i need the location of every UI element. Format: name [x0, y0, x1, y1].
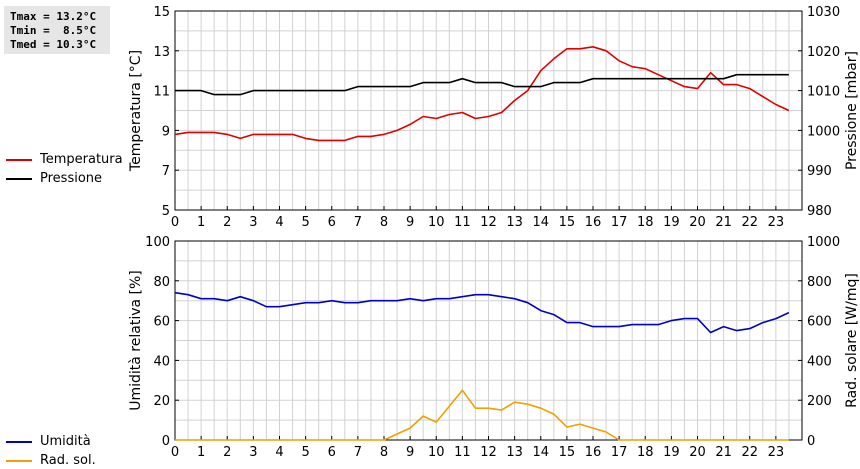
panel2-x-tick-label: 7 — [354, 445, 362, 460]
panel2-y-tick-label: 100 — [145, 235, 170, 250]
panel2-x-tick-label: 6 — [328, 445, 336, 460]
panel1-x-tick-label: 18 — [637, 215, 654, 230]
panel1-x-tick-label: 4 — [275, 215, 283, 230]
panel2-x-tick-label: 1 — [197, 445, 205, 460]
panel1-x-tick-label: 1 — [197, 215, 205, 230]
panel1-x-tick-label: 16 — [585, 215, 602, 230]
panel1-y2-tick-label: 1010 — [807, 85, 840, 100]
panel1-x-tick-label: 23 — [768, 215, 785, 230]
panel2-y-tick-label: 0 — [162, 434, 170, 449]
panel2-x-tick-label: 22 — [741, 445, 758, 460]
panel2-x-tick-label: 12 — [480, 445, 497, 460]
panel2-x-tick-label: 15 — [559, 445, 576, 460]
panel2-y-tick-label: 40 — [153, 354, 170, 369]
panel1-x-tick-label: 8 — [380, 215, 388, 230]
panel1-x-tick-label: 13 — [506, 215, 523, 230]
panel1-x-tick-label: 19 — [663, 215, 680, 230]
panel1-y2-tick-label: 990 — [807, 164, 832, 179]
panel1-y-tick-label: 11 — [153, 85, 170, 100]
panel1-x-tick-label: 2 — [223, 215, 231, 230]
panel2-y2-tick-label: 800 — [807, 275, 832, 290]
panel1-x-tick-label: 9 — [406, 215, 414, 230]
panel2-y-tick-label: 20 — [153, 394, 170, 409]
panel2-series-rad-sol-line — [175, 389, 789, 441]
legend-label-pressure: Pressione — [40, 171, 103, 186]
panel2-y-tick-label: 80 — [153, 275, 170, 290]
legend-swatch-temperature — [6, 159, 32, 161]
panel1-x-tick-label: 5 — [301, 215, 309, 230]
panel2-x-tick-label: 13 — [506, 445, 523, 460]
legend-label-temperature: Temperatura — [40, 152, 123, 167]
panel2-y2-tick-label: 600 — [807, 315, 832, 330]
panel2-x-tick-label: 4 — [275, 445, 283, 460]
panel1-ylabel: Temperatura [°C] — [128, 50, 144, 172]
panel2-x-tick-label: 14 — [532, 445, 549, 460]
legend-swatch-pressure — [6, 178, 32, 180]
panel1-x-tick-label: 11 — [454, 215, 471, 230]
panel1-x-tick-label: 7 — [354, 215, 362, 230]
panel2-x-tick-label: 16 — [585, 445, 602, 460]
panel1-y-tick-label: 7 — [162, 164, 170, 179]
stats-box: Tmax = 13.2°C Tmin = 8.5°C Tmed = 10.3°C — [4, 6, 110, 54]
panel2-x-tick-label: 10 — [428, 445, 445, 460]
panel1-x-tick-label: 20 — [689, 215, 706, 230]
panel2-x-tick-label: 11 — [454, 445, 471, 460]
panel2-ylabel: Umidità relativa [%] — [128, 270, 144, 411]
panel1-x-tick-label: 17 — [611, 215, 628, 230]
panel1-x-tick-label: 3 — [249, 215, 257, 230]
panel1-y-tick-label: 15 — [153, 5, 170, 20]
panel1-x-tick-label: 14 — [532, 215, 549, 230]
panel1-series-pressione-line — [175, 73, 789, 96]
legend-swatch-humidity — [6, 441, 32, 443]
panel2-x-tick-label: 21 — [715, 445, 732, 460]
panel1-x-tick-label: 22 — [741, 215, 758, 230]
panel1-x-tick-label: 15 — [559, 215, 576, 230]
panel2-x-tick-label: 2 — [223, 445, 231, 460]
panel1-y-tick-label: 13 — [153, 45, 170, 60]
panel2-y2-tick-label: 0 — [807, 434, 815, 449]
panel1-x-tick-label: 12 — [480, 215, 497, 230]
panel1-y2-tick-label: 1000 — [807, 124, 840, 139]
panel2-series-umidit-line — [174, 291, 790, 334]
panel1-x-tick-label: 0 — [171, 215, 179, 230]
panel1-y-tick-label: 9 — [162, 124, 170, 139]
panel2-x-tick-label: 0 — [171, 445, 179, 460]
panel2-x-tick-label: 5 — [301, 445, 309, 460]
panel2-y2-tick-label: 400 — [807, 354, 832, 369]
panel1-y2-tick-label: 1020 — [807, 45, 840, 60]
panel1-series-temperatura-line — [174, 45, 790, 142]
panel1-y2label: Pressione [mbar] — [844, 51, 860, 170]
panel2-y2label: Rad. solare [W/mq] — [844, 273, 860, 408]
panel2-y2-tick-label: 1000 — [807, 235, 840, 250]
panel2-x-tick-label: 23 — [768, 445, 785, 460]
tmed-label: Tmed = 10.3°C — [10, 38, 97, 51]
panel1-y-tick-label: 5 — [162, 204, 170, 219]
panel2-x-tick-label: 17 — [611, 445, 628, 460]
panel2-x-tick-label: 20 — [689, 445, 706, 460]
panel2-y-tick-label: 60 — [153, 315, 170, 330]
panel2-x-tick-label: 18 — [637, 445, 654, 460]
legend-swatch-solar — [6, 460, 32, 462]
panel1-y2-tick-label: 1030 — [807, 5, 840, 20]
panel1-x-tick-label: 21 — [715, 215, 732, 230]
panel2-x-tick-label: 3 — [249, 445, 257, 460]
panel2-y2-tick-label: 200 — [807, 394, 832, 409]
tmax-label: Tmax = 13.2°C — [10, 10, 97, 23]
legend-label-humidity: Umidità — [40, 434, 91, 449]
panel1-y2-tick-label: 980 — [807, 204, 832, 219]
panel2-x-tick-label: 9 — [406, 445, 414, 460]
panel2-x-tick-label: 19 — [663, 445, 680, 460]
panel1-x-tick-label: 6 — [328, 215, 336, 230]
panel1-x-tick-label: 10 — [428, 215, 445, 230]
panel2-x-tick-label: 8 — [380, 445, 388, 460]
tmin-label: Tmin = 8.5°C — [10, 24, 97, 37]
